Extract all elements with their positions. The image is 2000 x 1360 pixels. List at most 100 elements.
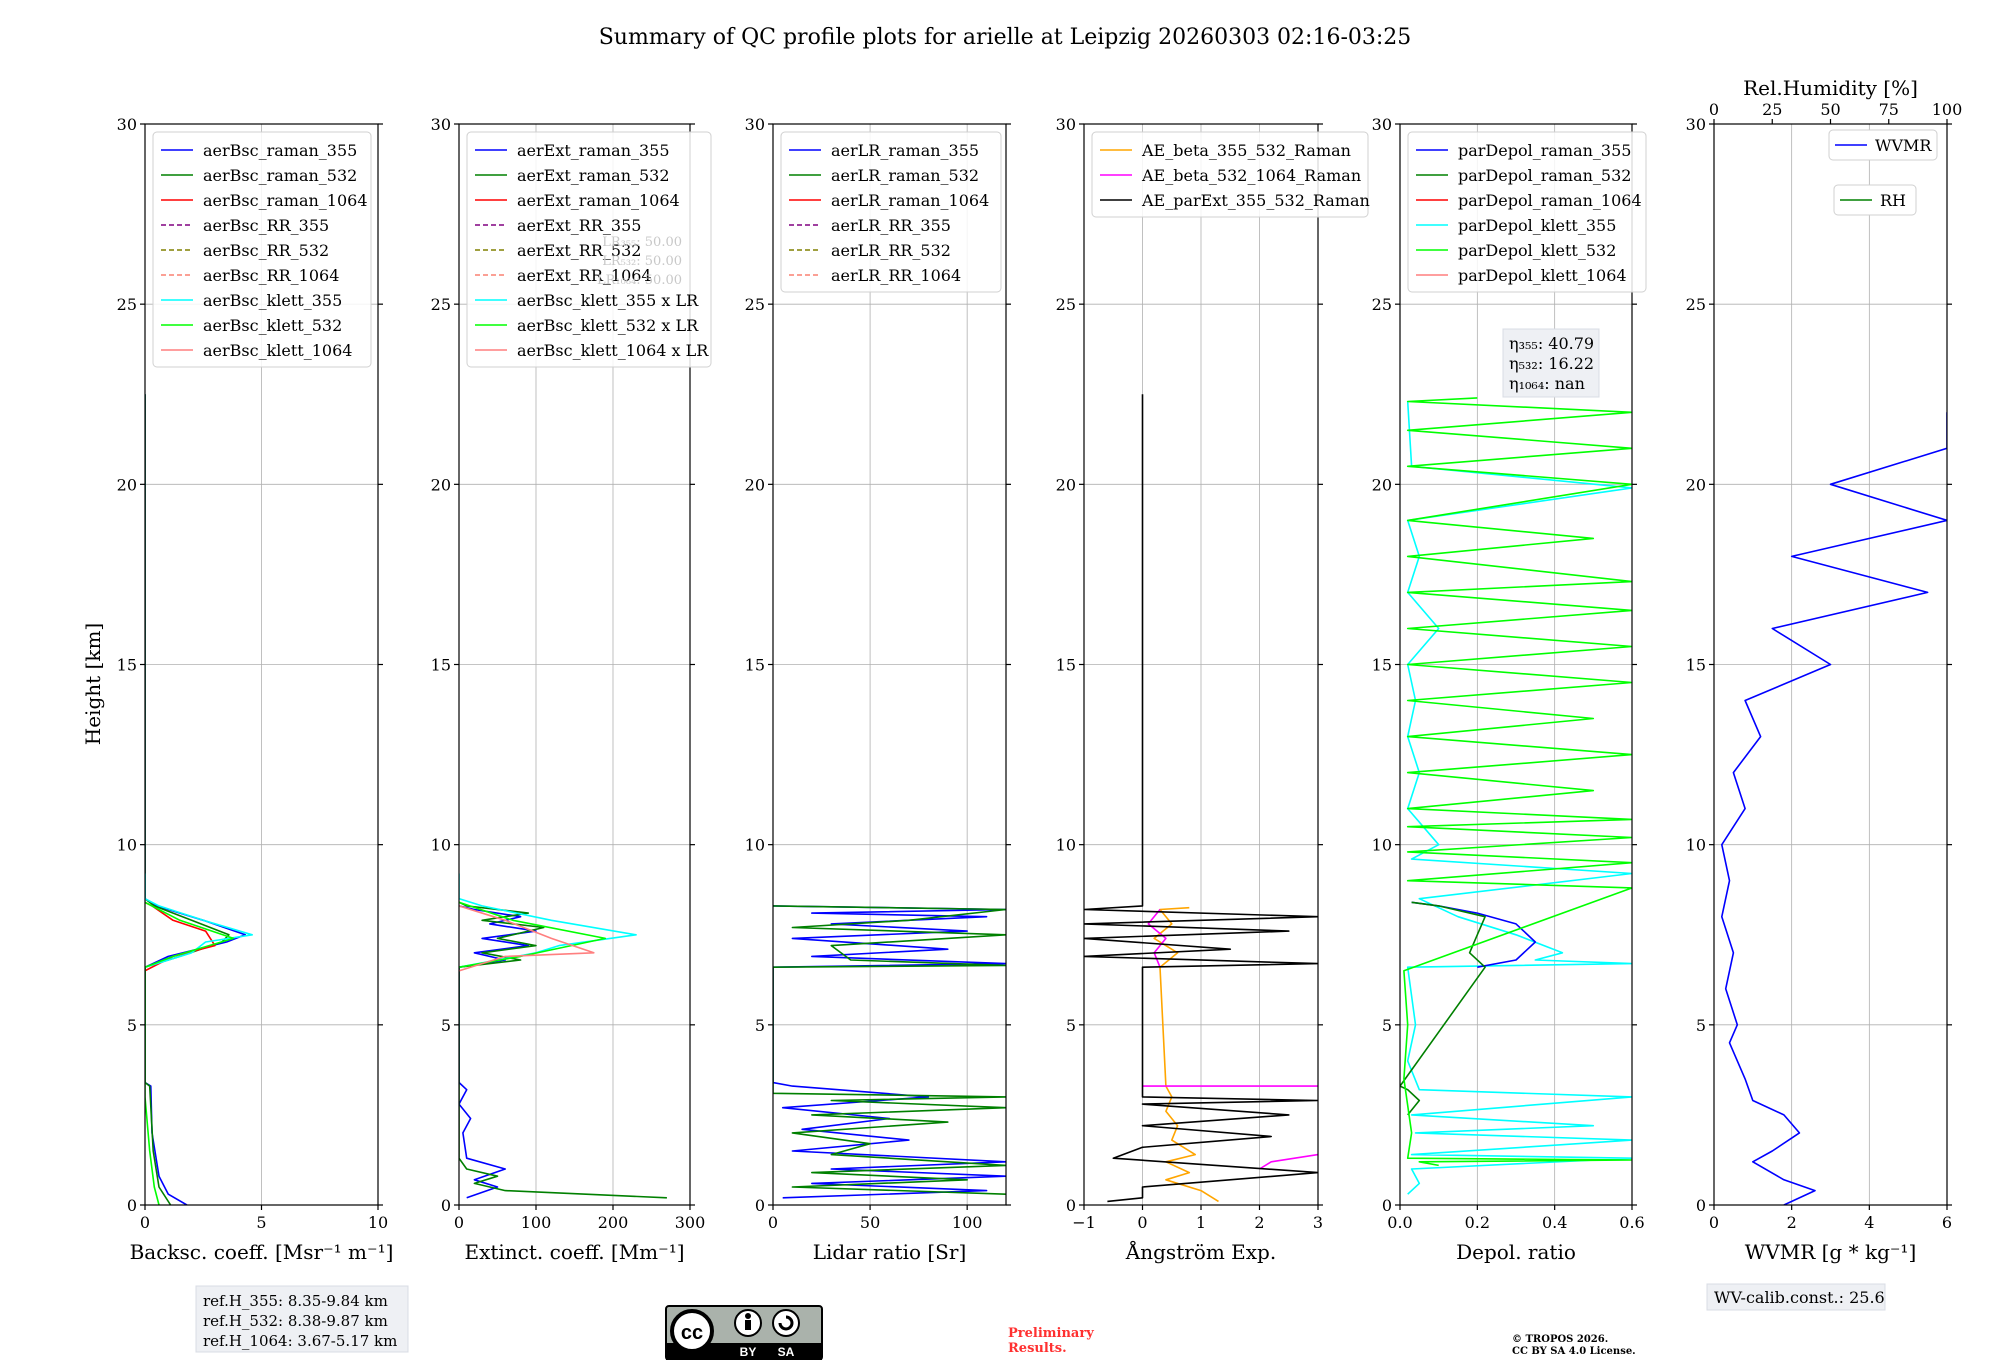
y-tick-label: 0 <box>127 1196 137 1215</box>
y-tick-label: 10 <box>1056 836 1076 855</box>
preliminary-text-1: Preliminary <box>1008 1326 1094 1341</box>
panel-5: 0 5 10 15 20 25 30 0.0 0.2 0.4 0.6 Depol. ratio parD… <box>1372 115 1647 1264</box>
y-tick-label: 10 <box>745 836 765 855</box>
x-axis-label: WVMR [g * kg⁻¹] <box>1745 1240 1917 1264</box>
y-tick-label: 20 <box>117 475 137 494</box>
y-tick-label: 15 <box>431 656 451 675</box>
y-tick-label: 10 <box>1372 836 1392 855</box>
y-tick-label: 20 <box>1056 475 1076 494</box>
y-tick-label: 25 <box>745 295 765 314</box>
y-tick-label: 5 <box>1382 1016 1392 1035</box>
y-tick-label: 0 <box>1066 1196 1076 1215</box>
legend-box <box>1828 129 1938 161</box>
legend-box <box>1407 131 1647 293</box>
legend-label: AE_beta_532_1064_Raman <box>1141 166 1361 185</box>
y-tick-label: 5 <box>1696 1016 1706 1035</box>
x-tick-label: 0 <box>1137 1213 1147 1232</box>
legend-label: aerExt_raman_355 <box>517 141 670 160</box>
x-tick-label: 2 <box>1787 1213 1797 1232</box>
legend-label: aerLR_RR_355 <box>831 216 951 235</box>
x-tick-label: 6 <box>1942 1213 1952 1232</box>
y-axis-label: Height [km] <box>81 623 105 745</box>
legend-label: parDepol_klett_532 <box>1458 241 1616 260</box>
legend-label: aerBsc_klett_355 <box>203 291 342 310</box>
wv-calib-box: WV-calib.const.: 25.6 <box>1706 1283 1886 1311</box>
x-axis-label: Extinct. coeff. [Mm⁻¹] <box>464 1240 684 1264</box>
y-tick-label: 5 <box>127 1016 137 1035</box>
x-tick-label: 0 <box>768 1213 778 1232</box>
y-tick-label: 20 <box>745 475 765 494</box>
legend-label: aerBsc_klett_1064 x LR <box>517 341 709 360</box>
eta-annotation-box <box>1502 328 1600 398</box>
series-group <box>145 394 253 1205</box>
legend-label: parDepol_raman_532 <box>1458 166 1631 185</box>
legend-label: aerExt_RR_1064 <box>517 266 652 285</box>
series-line-aerBsc_raman_355 <box>145 394 246 1205</box>
series-line-aerBsc_raman_532 <box>145 394 230 1205</box>
legend-label: WVMR <box>1875 136 1932 155</box>
y-tick-label: 30 <box>1372 115 1392 134</box>
cc-letters: cc <box>681 1322 703 1344</box>
x-tick-label: 0 <box>454 1213 464 1232</box>
refh-1064: ref.H_1064: 3.67-5.17 km <box>203 1332 397 1350</box>
legend-label: AE_beta_355_532_Raman <box>1141 141 1351 160</box>
lr-label: LR₁₀₆₄: 50.00 <box>597 273 682 288</box>
x-axis-label: Backsc. coeff. [Msr⁻¹ m⁻¹] <box>130 1240 394 1264</box>
top-axis-label: Rel.Humidity [%] <box>1743 76 1918 100</box>
x-tick-label: 300 <box>675 1213 706 1232</box>
series-line-aerLR_raman_532 <box>773 905 1006 1195</box>
legend-label: AE_parExt_355_532_Raman <box>1141 191 1370 210</box>
y-tick-label: 5 <box>441 1016 451 1035</box>
lr-label: LR₅₃₂: 50.00 <box>602 254 682 269</box>
cc-icon <box>670 1309 714 1353</box>
legend-label: aerBsc_RR_532 <box>203 241 329 260</box>
legend-label: aerExt_raman_532 <box>517 166 670 185</box>
legend-label: aerBsc_RR_355 <box>203 216 329 235</box>
legend-label: aerLR_raman_1064 <box>831 191 989 210</box>
y-tick-label: 30 <box>1686 115 1706 134</box>
copyright-line-1: © TROPOS 2026. <box>1512 1334 1608 1345</box>
legend-box <box>152 131 372 368</box>
x-axis-label: Depol. ratio <box>1456 1240 1576 1264</box>
series-line-parDepol_klett_355 <box>1406 401 1632 1195</box>
y-tick-label: 15 <box>117 656 137 675</box>
panel-3: 0 5 10 15 20 25 30 0 50 100 Lidar ratio [Sr] aerLR_… <box>745 115 1011 1264</box>
series-group <box>1400 397 1632 1195</box>
legend-label: aerExt_raman_1064 <box>517 191 680 210</box>
y-tick-label: 25 <box>1056 295 1076 314</box>
lr-label: LR₃₅₅: 50.00 <box>602 235 682 250</box>
top-x-tick-label: 50 <box>1820 100 1840 119</box>
series-line-aerExt_raman_355 <box>459 905 537 1199</box>
x-axis-label: Ångström Exp. <box>1125 1239 1276 1264</box>
refh-355: ref.H_355: 8.35-9.84 km <box>203 1292 388 1310</box>
wv-calib-text: WV-calib.const.: 25.6 <box>1714 1288 1885 1307</box>
y-tick-label: 0 <box>1696 1196 1706 1215</box>
series-group <box>773 905 1006 1199</box>
legend-label: aerLR_raman_532 <box>831 166 979 185</box>
wv-calib-bg <box>1706 1283 1886 1311</box>
legend-label: aerBsc_klett_355 x LR <box>517 291 699 310</box>
series-group <box>1084 394 1318 1203</box>
y-tick-label: 10 <box>1686 836 1706 855</box>
refh-box: ref.H_355: 8.35-9.84 km ref.H_532: 8.38-… <box>195 1285 409 1353</box>
by-person-head <box>745 1313 751 1319</box>
x-tick-label: −1 <box>1072 1213 1096 1232</box>
x-tick-label: 0 <box>1709 1213 1719 1232</box>
top-x-tick-label: 25 <box>1762 100 1782 119</box>
series-line-aerLR_raman_355 <box>773 905 1006 1199</box>
legend-box <box>1833 184 1917 216</box>
x-tick-label: 5 <box>256 1213 266 1232</box>
sa-arrow <box>778 1315 794 1331</box>
y-tick-label: 0 <box>441 1196 451 1215</box>
x-tick-label: 0.4 <box>1542 1213 1567 1232</box>
y-tick-label: 30 <box>431 115 451 134</box>
preliminary-text-2: Results. <box>1008 1341 1067 1356</box>
refh-532: ref.H_532: 8.38-9.87 km <box>203 1312 388 1330</box>
top-x-tick-label: 75 <box>1879 100 1899 119</box>
x-tick-label: 1 <box>1196 1213 1206 1232</box>
legend-label: aerBsc_klett_532 <box>203 316 342 335</box>
